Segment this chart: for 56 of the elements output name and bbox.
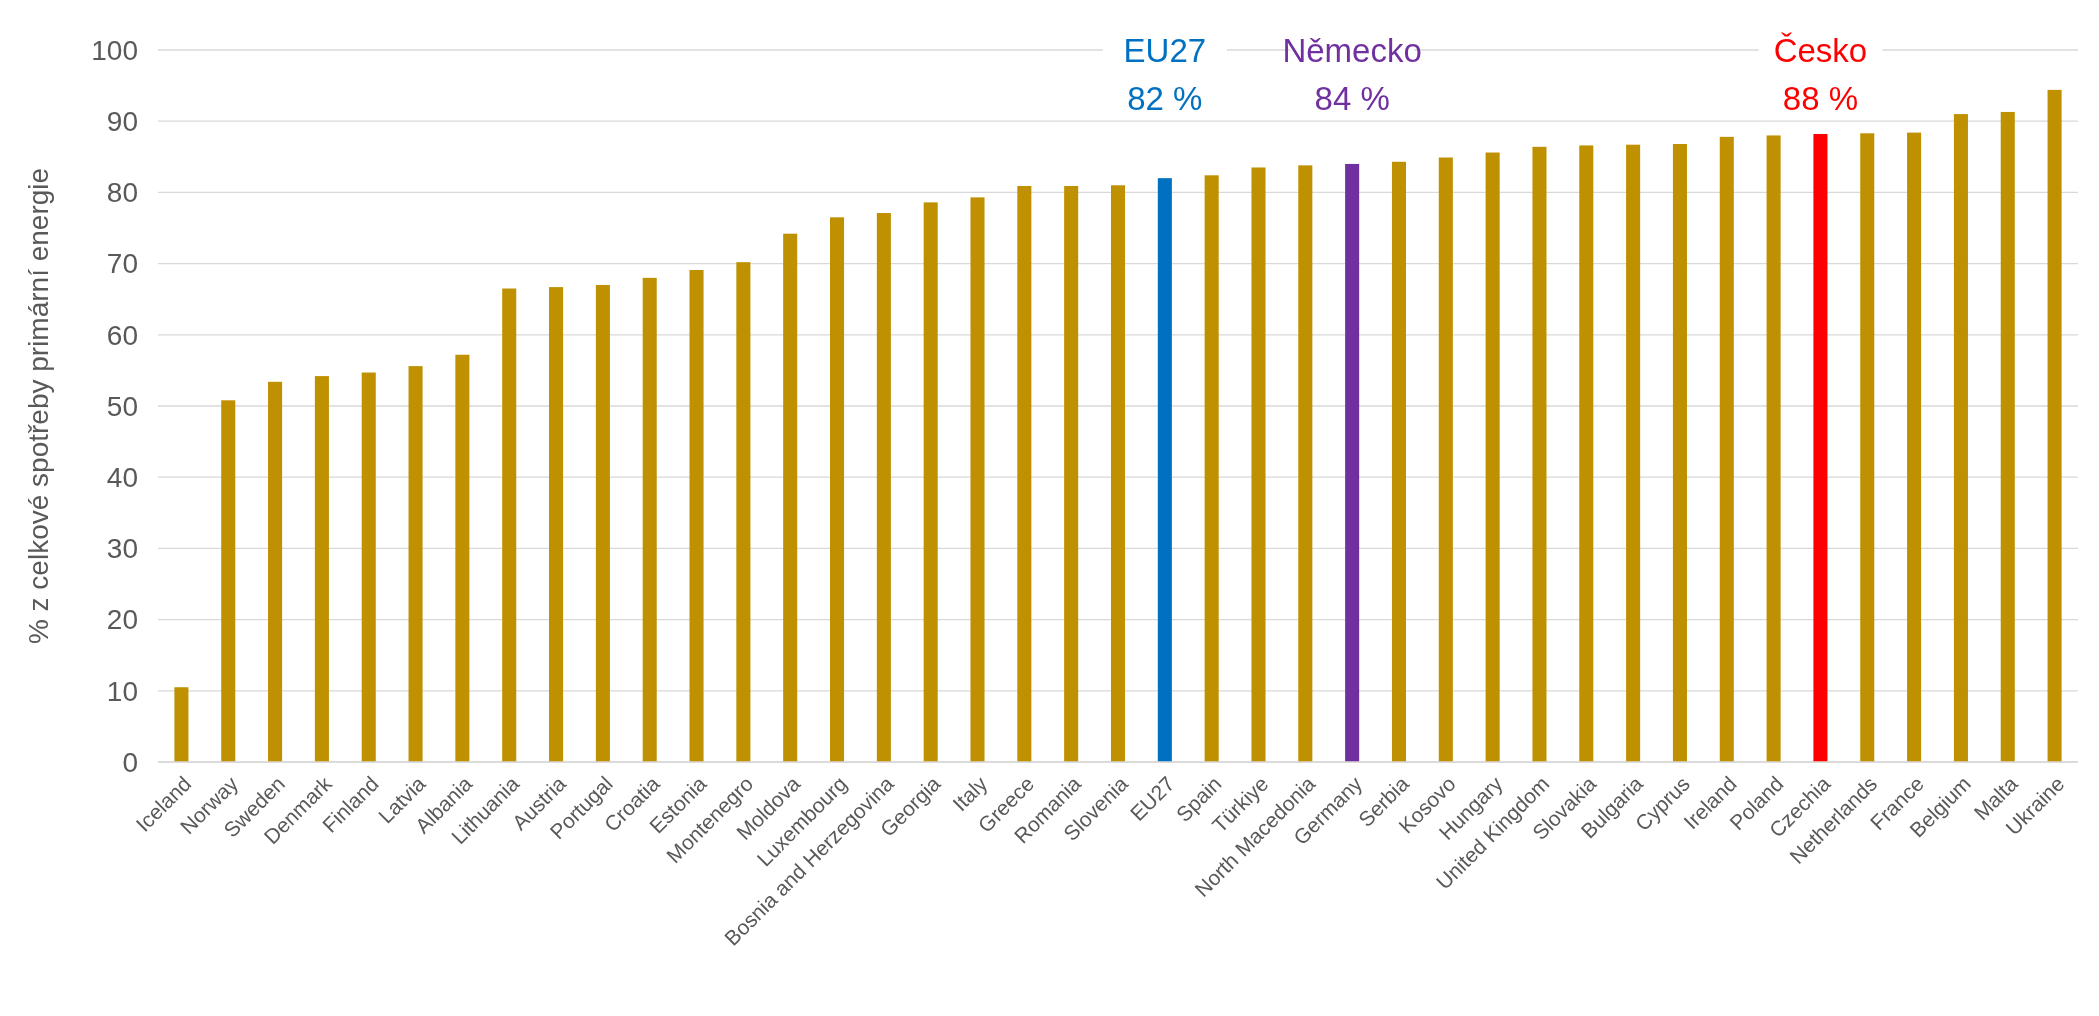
- bar: [595, 284, 610, 762]
- y-tick-label: 50: [106, 390, 138, 422]
- bar: [1672, 143, 1687, 762]
- bar: [174, 687, 189, 762]
- bar: [1017, 185, 1032, 762]
- bar: [268, 381, 283, 762]
- bar: [1110, 185, 1126, 762]
- bar: [876, 213, 891, 762]
- y-tick-label: 20: [106, 604, 138, 636]
- bar: [455, 354, 470, 762]
- bar: [549, 287, 564, 762]
- bar: [1345, 163, 1360, 762]
- bar: [1719, 136, 1734, 762]
- y-tick-label: 40: [106, 462, 138, 493]
- bar: [1298, 165, 1313, 762]
- y-tick-label: 60: [106, 319, 138, 351]
- bar: [1204, 175, 1219, 762]
- bar: [1626, 144, 1641, 762]
- y-tick-label: 80: [106, 177, 138, 209]
- bar: [408, 366, 423, 762]
- annotation: Česko 88 %: [1773, 32, 1868, 117]
- y-tick-label: 0: [122, 746, 138, 778]
- y-tick-label: 30: [106, 533, 138, 565]
- bar: [923, 202, 938, 762]
- y-axis-title: % z celkové spotřeby primární energie: [23, 167, 54, 645]
- y-tick-label: 10: [106, 675, 138, 707]
- annotation: Německo 84 %: [1282, 32, 1422, 117]
- bar: [642, 277, 657, 762]
- y-tick-label: 70: [106, 248, 138, 280]
- y-tick-label: 90: [106, 106, 138, 137]
- bar: [1532, 146, 1547, 762]
- bar: [2047, 89, 2062, 762]
- bar: [783, 233, 798, 762]
- bar: [689, 270, 704, 762]
- bar: [1157, 178, 1172, 762]
- y-tick-label: 100: [91, 34, 138, 66]
- bar: [830, 217, 845, 762]
- bar: [2000, 111, 2015, 762]
- bar: [736, 262, 751, 762]
- bar: [361, 372, 376, 762]
- bar: [1766, 135, 1781, 762]
- bar: [1438, 157, 1453, 762]
- bar: [1485, 152, 1500, 762]
- annotation: EU27 82 %: [1123, 32, 1207, 117]
- bar: [1579, 145, 1594, 762]
- bar: [970, 197, 985, 762]
- bar: [221, 400, 236, 762]
- bar: [1391, 161, 1406, 762]
- bar: [1813, 134, 1828, 762]
- bar: [1907, 132, 1922, 762]
- bar: [1064, 185, 1079, 762]
- bar: [314, 376, 329, 762]
- bar: [1251, 167, 1266, 762]
- bar: [502, 288, 517, 762]
- bar: [1860, 133, 1875, 762]
- bar: [1953, 114, 1968, 762]
